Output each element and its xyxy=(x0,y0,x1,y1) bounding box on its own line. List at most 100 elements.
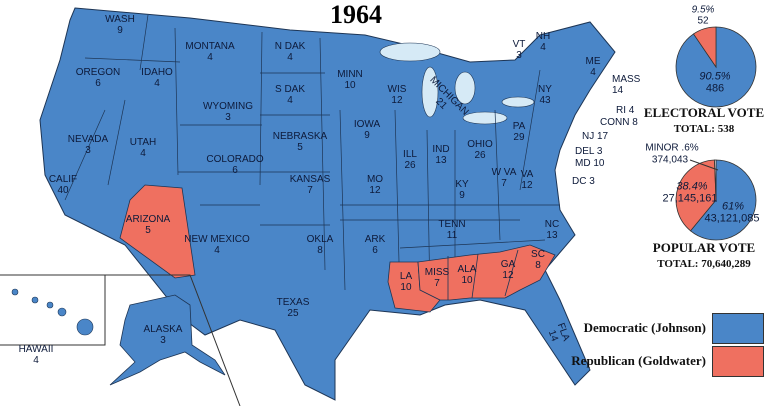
state-name: NEBRASKA xyxy=(272,131,328,142)
state-label-mo: MO 12 xyxy=(367,174,383,196)
state-label-calif: CALIF 40 xyxy=(49,174,77,196)
arizona-shape xyxy=(119,184,196,279)
state-name: ARIZONA xyxy=(125,214,171,225)
legend-republican-label: Republican (Goldwater) xyxy=(571,353,706,368)
electoral-votes: 10 xyxy=(400,282,412,293)
state-label-minn: MINN 10 xyxy=(337,69,363,91)
state-name: OHIO xyxy=(467,139,493,150)
electoral-votes: 4 xyxy=(33,355,39,366)
state-label-utah: UTAH 4 xyxy=(130,137,156,159)
state-name: HAWAII xyxy=(18,344,54,355)
state-name: ARK xyxy=(364,234,386,245)
popular-dem-pct: 61% xyxy=(721,200,745,213)
state-label-miss: MISS 7 xyxy=(425,267,449,289)
electoral-votes: 26 xyxy=(474,150,486,161)
electoral-votes: 10 xyxy=(461,275,473,286)
inset-frame xyxy=(0,274,241,406)
state-name: TEXAS xyxy=(276,297,310,308)
state-name: ALA xyxy=(457,264,477,275)
electoral-votes: 5 xyxy=(145,225,151,236)
state-name: VA xyxy=(520,169,534,180)
electoral-dem-votes: 486 xyxy=(705,82,725,95)
state-label-pa: PA 29 xyxy=(513,121,526,143)
state-label-new-mexico: NEW MEXICO 4 xyxy=(184,234,250,256)
state-name: MINN xyxy=(337,69,363,80)
republican-states xyxy=(119,184,556,313)
state-name: ILL xyxy=(403,149,417,160)
state-name: GA xyxy=(500,259,516,270)
electoral-votes: 3 xyxy=(516,50,522,61)
electoral-votes: 11 xyxy=(446,230,458,241)
callout-mass: MASS 14 xyxy=(612,74,641,96)
electoral-votes: 26 xyxy=(404,160,416,171)
callout-ri: RI 4 xyxy=(616,105,635,116)
pie-electoral xyxy=(675,26,757,108)
electoral-votes: 40 xyxy=(57,185,69,196)
state-name: NEW MEXICO xyxy=(184,234,250,245)
state-name: ALASKA xyxy=(143,324,183,335)
state-name: WYOMING xyxy=(203,101,253,112)
state-label-ga: GA 12 xyxy=(501,259,515,281)
state-label-iowa: IOWA 9 xyxy=(354,119,380,141)
state-name: NY xyxy=(538,84,552,95)
state-name: S DAK xyxy=(274,84,306,95)
popular-slice-democratic xyxy=(689,159,757,241)
state-name: TENN xyxy=(438,219,466,230)
callout-md: MD 10 xyxy=(575,158,605,169)
electoral-votes: 9 xyxy=(117,25,123,36)
legend-republican-swatch xyxy=(712,346,764,377)
electoral-votes: 3 xyxy=(85,145,91,156)
state-label-nc: NC 13 xyxy=(545,219,559,241)
electoral-votes: 7 xyxy=(307,185,313,196)
electoral-votes: 6 xyxy=(95,78,101,89)
state-name: VT xyxy=(512,39,526,50)
electoral-votes: 3 xyxy=(225,112,231,123)
state-label-s-dak: S DAK 4 xyxy=(275,84,305,106)
state-label-colorado: COLORADO 6 xyxy=(206,154,263,176)
map-title: 1964 xyxy=(330,0,382,29)
state-label-vt: VT 3 xyxy=(513,39,526,61)
state-label-kansas: KANSAS 7 xyxy=(290,174,331,196)
state-label-montana: MONTANA 4 xyxy=(185,41,234,63)
electoral-rep-votes: 52 xyxy=(697,15,709,27)
state-label-oregon: OREGON 6 xyxy=(76,67,120,89)
electoral-caption: ELECTORAL VOTE xyxy=(643,105,765,120)
popular-caption: POPULAR VOTE xyxy=(652,240,756,255)
electoral-votes: 9 xyxy=(364,130,370,141)
state-name: MISS xyxy=(424,267,450,278)
popular-slice-minor xyxy=(714,159,717,201)
electoral-slice-republican xyxy=(692,26,717,69)
pie-popular xyxy=(675,159,757,241)
state-label-n-dak: N DAK 4 xyxy=(275,41,306,63)
electoral-votes: 13 xyxy=(435,155,447,166)
state-label-ohio: OHIO 26 xyxy=(467,139,493,161)
state-label-me: ME 4 xyxy=(586,56,601,78)
state-label-ala: ALA 10 xyxy=(458,264,477,286)
electoral-votes: 4 xyxy=(214,245,220,256)
callout-conn: CONN 8 xyxy=(600,117,638,128)
electoral-votes: 4 xyxy=(154,78,160,89)
callout-nj: NJ 17 xyxy=(582,131,609,142)
legend-democratic-label: Democratic (Johnson) xyxy=(583,320,706,335)
state-label-ark: ARK 6 xyxy=(365,234,386,256)
popular-slice-republican xyxy=(675,159,717,232)
callout-del: DEL 3 xyxy=(575,146,603,157)
state-name: IOWA xyxy=(353,119,381,130)
state-name: NEVADA xyxy=(67,134,109,145)
minor-callout-line xyxy=(689,159,719,171)
popular-dem-votes: 43,121,085 xyxy=(704,212,760,225)
electoral-votes: 4 xyxy=(140,148,146,159)
hawaii-islands xyxy=(11,288,94,336)
state-name: WIS xyxy=(387,84,407,95)
electoral-votes: 4 xyxy=(590,67,596,78)
popular-total: TOTAL: 70,640,289 xyxy=(657,258,751,270)
electoral-votes: 13 xyxy=(546,230,558,241)
state-name: NH xyxy=(535,31,551,42)
electoral-votes: 8 xyxy=(535,260,541,271)
electoral-votes: 8 xyxy=(317,245,323,256)
state-label-tenn: TENN 11 xyxy=(438,219,465,241)
electoral-votes: 25 xyxy=(287,308,299,319)
state-label-w-va: W VA 7 xyxy=(492,167,517,189)
